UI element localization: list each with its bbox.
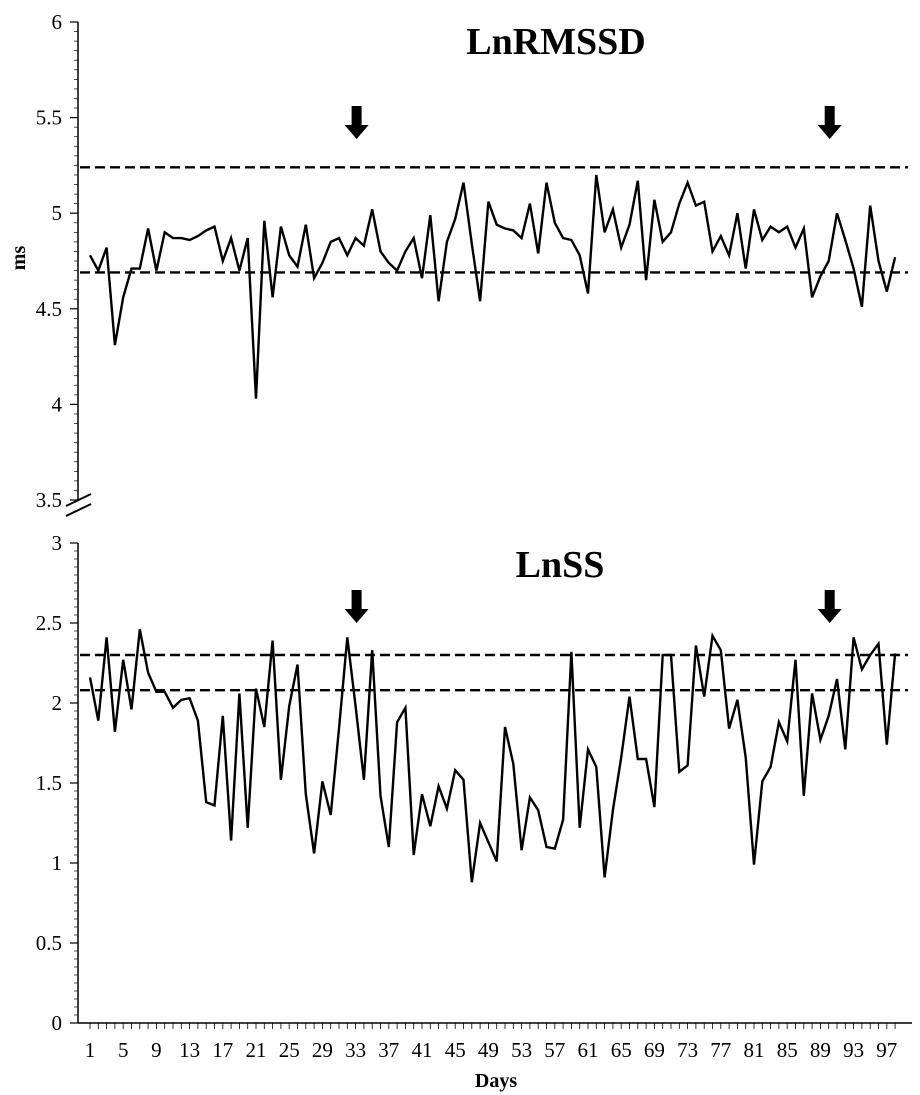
y-tick-label: 0.5 xyxy=(36,931,62,955)
y-tick-label: 1 xyxy=(52,851,63,875)
x-tick-label: 57 xyxy=(544,1038,565,1062)
x-tick-label: 97 xyxy=(876,1038,897,1062)
y-axis-label-ms: ms xyxy=(8,246,30,271)
x-tick-label: 9 xyxy=(151,1038,162,1062)
y-tick-label: 1.5 xyxy=(36,771,62,795)
x-tick-label: 49 xyxy=(478,1038,499,1062)
down-arrow-marker xyxy=(817,590,842,623)
chart-title-lnrmssd: LnRMSSD xyxy=(466,21,646,63)
down-arrow-marker xyxy=(817,106,842,139)
x-tick-label: 53 xyxy=(511,1038,532,1062)
y-tick-label: 5.5 xyxy=(36,106,62,130)
axis-break-mark-1 xyxy=(65,493,92,507)
x-tick-label: 41 xyxy=(412,1038,433,1062)
y-ticks-lnrmssd: 3.5 4 4.5 5 5.5 6 xyxy=(36,10,78,512)
x-tick-label: 29 xyxy=(312,1038,333,1062)
x-tick-label: 73 xyxy=(677,1038,698,1062)
reference-lines-lnrmssd xyxy=(80,166,908,274)
x-tick-label: 61 xyxy=(578,1038,599,1062)
x-tick-label: 65 xyxy=(611,1038,632,1062)
x-tick-label: 25 xyxy=(279,1038,300,1062)
x-tick-label: 45 xyxy=(445,1038,466,1062)
x-tick-label: 5 xyxy=(118,1038,129,1062)
y-tick-label: 3 xyxy=(52,531,63,555)
series-lnrmssd xyxy=(88,174,897,399)
series-line xyxy=(88,629,897,883)
y-tick-label: 6 xyxy=(52,10,63,34)
y-tick-label: 3.5 xyxy=(36,488,62,512)
x-axis-label-days: Days xyxy=(475,1070,517,1092)
y-tick-label: 2.5 xyxy=(36,611,62,635)
down-arrow-marker xyxy=(344,590,369,623)
x-tick-label: 21 xyxy=(246,1038,267,1062)
panel-lnss: LnSS 00.511.522.53 1 5 9 13 17 21 25 29 33 37 41 45… xyxy=(36,531,912,1092)
arrows-lnss xyxy=(344,590,842,623)
y-ticks-lnss: 0 0.5 1 1.5 2 2.5 3 xyxy=(36,531,78,1035)
x-tick-label: 81 xyxy=(744,1038,765,1062)
arrows-lnrmssd xyxy=(344,106,842,139)
y-tick-label: 4 xyxy=(52,392,63,416)
series-lnss xyxy=(88,629,897,883)
reference-lines-lnss xyxy=(80,653,908,692)
x-tick-label: 17 xyxy=(212,1038,233,1062)
x-tick-label: 93 xyxy=(843,1038,864,1062)
y-tick-label: 5 xyxy=(52,201,63,225)
x-tick-label: 37 xyxy=(378,1038,399,1062)
axis-break-mark-2 xyxy=(65,503,92,517)
chart-title-lnss: LnSS xyxy=(516,544,605,586)
x-ticks: 1 5 9 13 17 21 25 29 33 37 41 45 49 53 57 61 65 69 73 77 81 8… xyxy=(85,1023,897,1062)
panel-lnrmssd: LnRMSSD ms 3.5 4 4.5 5 5.5 6 xyxy=(8,10,908,517)
series-line xyxy=(88,174,897,399)
x-tick-label: 85 xyxy=(777,1038,798,1062)
y-tick-label: 4.5 xyxy=(36,297,62,321)
down-arrow-marker xyxy=(344,106,369,139)
x-tick-label: 33 xyxy=(345,1038,366,1062)
x-tick-label: 89 xyxy=(810,1038,831,1062)
x-tick-label: 13 xyxy=(179,1038,200,1062)
x-tick-label: 1 xyxy=(85,1038,96,1062)
x-tick-label: 77 xyxy=(710,1038,731,1062)
x-tick-label: 69 xyxy=(644,1038,665,1062)
y-tick-label: 0 xyxy=(52,1011,63,1035)
y-tick-label: 2 xyxy=(52,691,63,715)
